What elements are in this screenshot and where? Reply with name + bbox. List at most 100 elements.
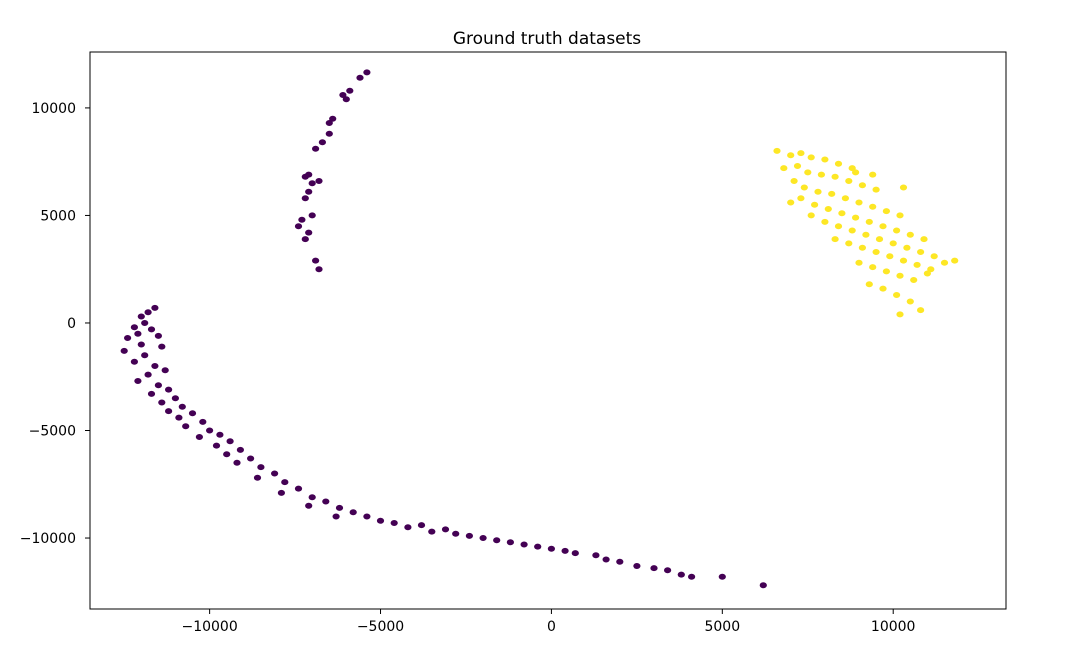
point-class-0-39 [144,371,152,378]
y-tick-label-2: 0 [67,316,76,332]
point-class-1-31 [893,227,901,234]
point-class-1-57 [910,277,918,283]
point-class-0-46 [178,403,186,410]
point-class-0-56 [212,442,221,449]
point-class-1-1 [787,152,795,159]
point-class-0-55 [226,438,234,445]
point-class-0-99 [759,582,767,589]
point-class-0-25 [137,313,145,320]
point-class-0-87 [547,545,556,552]
point-class-0-51 [182,423,190,430]
x-tick-label-0: −10000 [181,619,237,635]
point-class-1-62 [906,298,914,305]
point-class-0-6 [325,120,333,126]
point-class-0-43 [147,390,156,397]
point-class-1-30 [879,223,887,230]
point-class-0-63 [253,474,262,481]
point-class-1-59 [865,281,873,288]
point-class-0-77 [417,522,426,529]
point-class-0-19 [305,229,313,236]
point-class-0-17 [298,216,306,223]
point-class-1-10 [817,171,826,178]
point-class-1-64 [896,311,904,318]
point-class-0-84 [506,539,514,546]
point-class-0-85 [520,541,528,548]
point-class-1-21 [869,203,877,210]
point-class-1-45 [845,240,853,247]
point-class-1-49 [899,257,908,264]
point-class-1-33 [920,236,928,243]
point-class-1-13 [858,182,867,189]
point-class-1-8 [780,165,788,172]
point-class-1-38 [862,231,870,238]
point-class-0-76 [404,524,412,531]
point-class-1-14 [872,186,880,193]
point-class-0-0 [363,69,371,76]
point-class-0-92 [616,558,624,565]
y-tick-label-3: 5000 [40,208,76,224]
point-class-0-35 [141,352,149,359]
point-class-0-90 [592,552,600,559]
point-class-0-62 [271,470,279,477]
point-class-1-5 [834,160,843,167]
point-class-1-48 [886,253,894,260]
point-class-1-3 [807,154,815,161]
point-class-0-15 [301,195,309,202]
point-class-1-20 [855,199,863,206]
point-class-0-89 [571,550,579,557]
point-class-0-58 [223,451,231,458]
point-class-0-59 [247,455,255,462]
point-class-1-16 [800,184,808,191]
point-class-0-86 [534,543,542,550]
point-class-0-73 [363,513,371,520]
x-tick-label-3: 5000 [704,619,740,635]
point-class-0-83 [493,537,501,544]
point-class-1-11 [831,173,839,180]
point-class-0-47 [165,408,173,415]
point-class-0-8 [318,139,326,146]
point-class-0-13 [301,173,309,180]
point-class-0-31 [154,332,162,339]
y-tick-label-1: −5000 [29,424,76,440]
point-class-1-44 [831,236,839,243]
point-class-1-46 [858,244,867,251]
point-class-0-5 [329,115,337,122]
point-class-0-97 [688,573,696,580]
point-class-0-80 [452,530,460,537]
point-class-0-26 [141,320,149,326]
point-class-0-41 [154,382,162,389]
point-class-0-44 [171,395,179,402]
point-class-1-50 [913,261,921,268]
point-class-0-52 [206,427,214,434]
point-class-0-64 [281,479,289,486]
point-class-0-28 [147,326,156,333]
point-class-1-9 [804,169,812,176]
point-class-0-32 [137,341,145,348]
point-class-1-54 [869,264,877,271]
x-tick-label-2: 0 [547,619,556,635]
point-class-0-53 [216,431,224,438]
point-class-0-45 [158,399,166,406]
chart-title: Ground truth datasets [453,29,641,49]
point-class-0-21 [312,257,320,264]
point-class-0-57 [236,446,244,453]
point-class-0-71 [349,509,357,516]
point-class-1-27 [838,210,846,217]
point-class-0-91 [602,556,610,563]
point-class-0-98 [718,573,726,580]
point-class-0-37 [151,363,159,369]
x-tick-label-1: −5000 [357,619,404,635]
point-class-0-42 [165,386,173,393]
point-class-1-53 [855,259,863,266]
point-class-0-36 [130,358,138,365]
point-class-1-34 [807,212,815,219]
y-tick-label-0: −10000 [20,531,76,547]
point-class-1-15 [790,178,798,184]
point-class-0-95 [664,567,672,574]
point-class-0-14 [305,188,313,195]
point-class-0-10 [315,178,323,184]
x-tick-label-4: 10000 [871,619,916,635]
y-axis: −10000 −5000 0 5000 10000 [20,101,90,547]
point-class-0-75 [390,520,398,526]
